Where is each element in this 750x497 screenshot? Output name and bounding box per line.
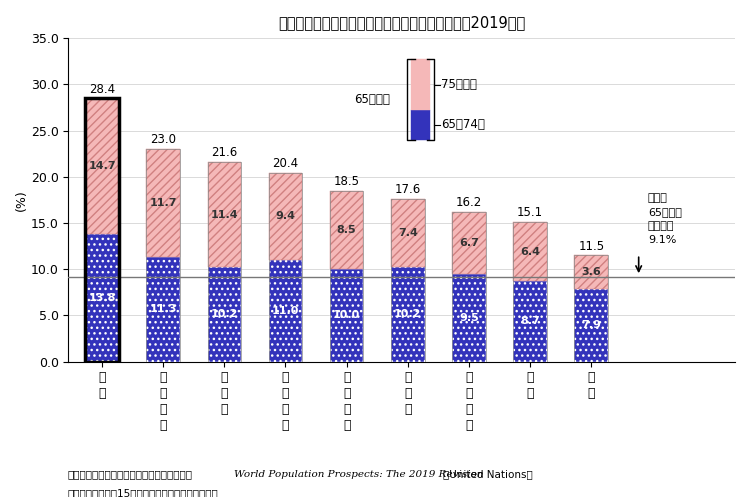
Text: 注）日本は、９月15日現在、他国は、７月１日現在: 注）日本は、９月15日現在、他国は、７月１日現在 [68, 488, 218, 497]
Text: World Population Prospects: The 2019 Revision: World Population Prospects: The 2019 Rev… [234, 470, 484, 479]
Text: 14.7: 14.7 [88, 161, 116, 171]
Bar [452, 212, 486, 362]
Text: 18.5: 18.5 [334, 175, 360, 188]
Bar [268, 260, 302, 362]
Bar [146, 257, 180, 362]
Text: 23.0: 23.0 [150, 133, 176, 146]
Bar [574, 289, 608, 362]
Text: 世界の
65歳以上
人口割合
9.1%: 世界の 65歳以上 人口割合 9.1% [648, 193, 682, 245]
Bar [86, 98, 118, 362]
Text: 28.4: 28.4 [89, 83, 115, 96]
Bar [146, 149, 180, 362]
Text: 8.5: 8.5 [337, 225, 356, 235]
Bar [574, 255, 608, 362]
Text: 7.4: 7.4 [398, 228, 418, 238]
Text: 資料：日本の値は、「人口推計」、他国は、: 資料：日本の値は、「人口推計」、他国は、 [68, 470, 193, 480]
Bar [330, 191, 364, 362]
Bar [268, 173, 302, 362]
Text: 10.2: 10.2 [211, 310, 238, 320]
Text: 20.4: 20.4 [272, 157, 298, 170]
Text: 9.4: 9.4 [275, 212, 296, 222]
Text: 11.0: 11.0 [272, 306, 299, 316]
Bar [86, 98, 118, 362]
Text: 11.5: 11.5 [578, 240, 604, 252]
Text: （United Nations）: （United Nations） [442, 470, 532, 480]
Bar [86, 98, 118, 234]
Text: 3.6: 3.6 [581, 267, 602, 277]
Y-axis label: (%): (%) [15, 189, 28, 211]
Bar [391, 199, 424, 362]
Bar [452, 212, 486, 274]
Bar [330, 269, 364, 362]
Bar [513, 281, 547, 362]
Text: 75歳以上: 75歳以上 [442, 79, 477, 91]
Text: 11.4: 11.4 [211, 210, 238, 220]
Text: 13.8: 13.8 [88, 293, 116, 303]
Bar [391, 199, 424, 267]
Text: 15.1: 15.1 [517, 206, 543, 219]
Text: 11.7: 11.7 [149, 198, 177, 208]
Title: 図２　主要国における高齢者人口の割合の比較（2019年）: 図２ 主要国における高齢者人口の割合の比較（2019年） [278, 15, 525, 30]
Text: 65〜74歳: 65〜74歳 [442, 118, 485, 132]
Text: 7.9: 7.9 [581, 320, 602, 330]
Bar [208, 267, 242, 362]
Text: 17.6: 17.6 [394, 183, 421, 196]
Text: 10.0: 10.0 [333, 310, 360, 321]
Text: 8.7: 8.7 [520, 317, 540, 327]
Text: 6.7: 6.7 [459, 238, 479, 248]
Bar [513, 222, 547, 362]
Bar [513, 222, 547, 281]
Bar [574, 255, 608, 289]
Bar [411, 110, 430, 140]
Text: 21.6: 21.6 [211, 146, 238, 159]
Bar [208, 162, 242, 362]
Bar [268, 173, 302, 260]
Bar [330, 191, 364, 269]
Text: 6.4: 6.4 [520, 247, 540, 256]
Text: 10.2: 10.2 [394, 310, 422, 320]
Text: 9.5: 9.5 [459, 313, 478, 323]
Bar [86, 234, 118, 362]
Text: 11.3: 11.3 [149, 304, 177, 315]
Bar [208, 162, 242, 267]
Bar [452, 274, 486, 362]
Bar [391, 267, 424, 362]
Text: 16.2: 16.2 [456, 196, 482, 209]
Bar [146, 149, 180, 257]
Bar [411, 59, 430, 110]
Text: 65歳以上: 65歳以上 [354, 93, 390, 106]
